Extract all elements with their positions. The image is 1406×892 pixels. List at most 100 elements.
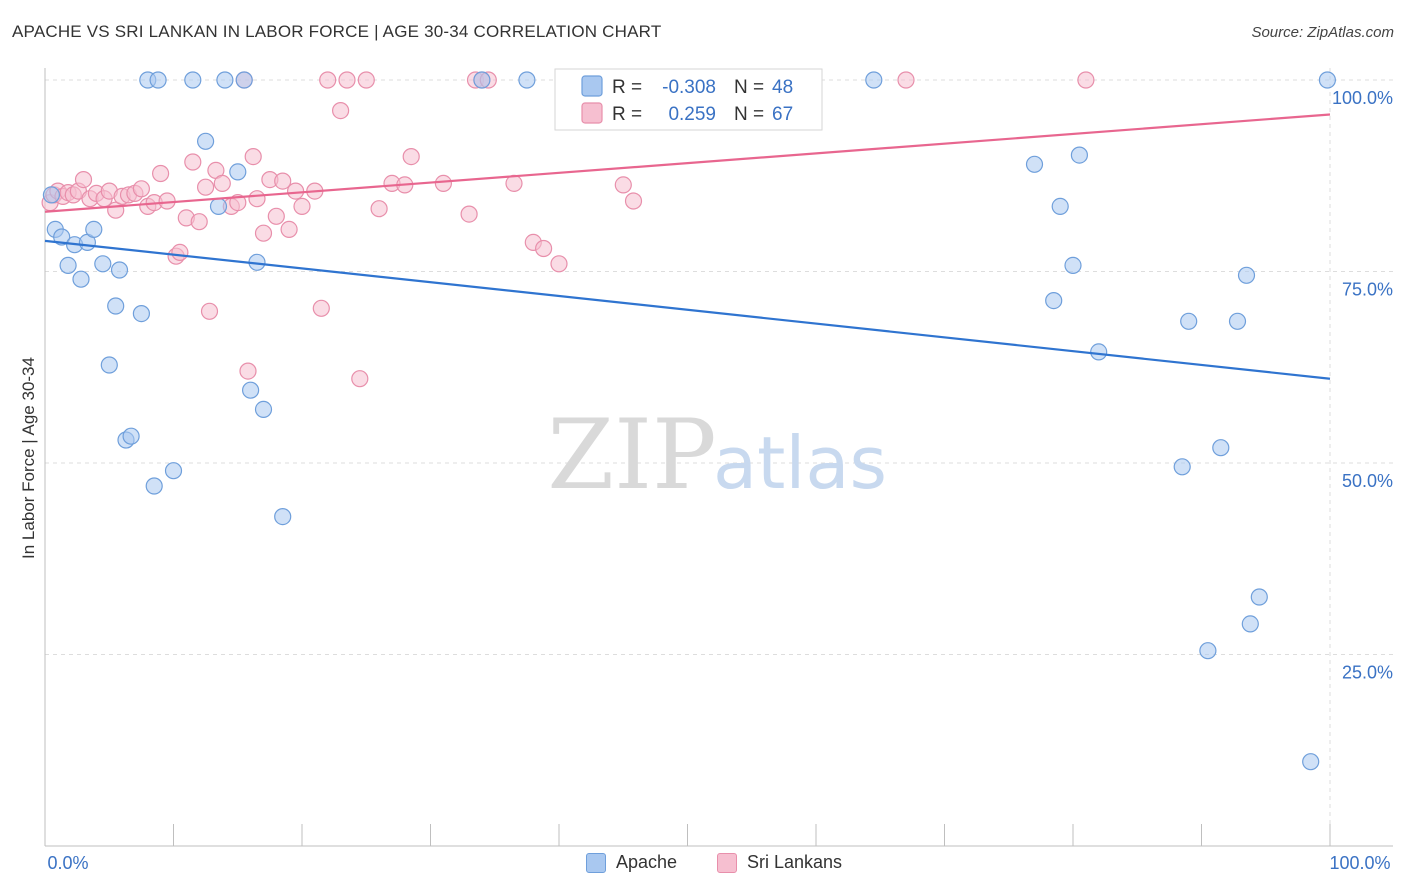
apache-point <box>1051 197 1069 215</box>
sri-lankans-point <box>274 172 292 190</box>
series-apache-points <box>42 71 1337 771</box>
sri-lankans-point <box>338 71 356 89</box>
apache-point <box>1173 458 1191 476</box>
apache-point <box>473 71 491 89</box>
sri-lankans-point <box>244 148 262 166</box>
sri-lankans-point <box>254 224 273 242</box>
trend-lines <box>44 113 1331 380</box>
sri-lankans-point <box>624 192 643 210</box>
sri-lankans-point <box>332 101 350 120</box>
trend-line-apache <box>44 239 1331 380</box>
chart-title: APACHE VS SRI LANKAN IN LABOR FORCE | AG… <box>12 22 662 41</box>
apache-point <box>1064 256 1082 274</box>
sri-lankans-point <box>534 239 553 258</box>
sri-lankans-point <box>370 200 388 218</box>
sri-lankans-point <box>213 174 231 192</box>
sri-lankans-point <box>460 205 478 223</box>
watermark-zip: ZIP <box>547 399 716 511</box>
legend-swatch-sri-lankans <box>581 102 603 124</box>
apache-point <box>1070 146 1089 164</box>
sri-lankans-point <box>190 213 208 231</box>
apache-point <box>1228 312 1247 330</box>
apache-point <box>72 270 90 288</box>
watermark-atlas: atlas <box>713 421 887 505</box>
sri-lankans-point <box>267 207 285 225</box>
legend-n-label: N = <box>734 104 764 125</box>
legend-item-apache[interactable]: Apache <box>586 852 677 873</box>
apache-point <box>1199 642 1217 660</box>
sri-lankans-point <box>402 148 420 166</box>
apache-point <box>1090 343 1108 361</box>
sri-lankans-point <box>293 197 311 215</box>
apache-point <box>85 220 103 238</box>
apache-point <box>1241 615 1259 633</box>
apache-point <box>184 71 202 89</box>
legend-label-apache: Apache <box>616 852 678 872</box>
apache-point <box>242 381 260 399</box>
apache-point <box>216 71 234 89</box>
sri-lankans-point <box>132 180 150 198</box>
y-tick-label: 25.0% <box>1342 663 1393 683</box>
apache-point <box>1318 71 1337 89</box>
x-tick-label-min: 0.0% <box>47 853 88 873</box>
sri-lankans-point <box>897 71 915 89</box>
legend-item-sri-lankans[interactable]: Sri Lankans <box>717 852 842 873</box>
source-label: Source: ZipAtlas.com <box>1251 24 1394 41</box>
sri-lankans-point <box>614 176 632 194</box>
y-axis-label: In Labor Force | Age 30-34 <box>19 357 38 559</box>
legend-swatch-apache <box>581 75 603 97</box>
sri-lankans-point <box>280 220 298 238</box>
apache-point <box>197 132 215 150</box>
series-sri-lankans-points <box>41 71 1095 388</box>
y-tick-label: 100.0% <box>1332 88 1393 108</box>
y-tick-labels: 25.0% 50.0% 75.0% 100.0% <box>1332 88 1393 683</box>
sri-lankans-point <box>351 370 369 388</box>
sri-lankans-point <box>197 178 215 196</box>
sri-lankans-point <box>152 164 170 183</box>
correlation-legend: R = -0.308 N = 48 R = 0.259 N = 67 <box>554 68 823 131</box>
sri-lankans-point <box>239 362 257 380</box>
sri-lankans-point <box>200 302 219 320</box>
apache-point <box>1237 266 1256 284</box>
sri-lankans-point <box>74 171 93 189</box>
apache-point <box>53 228 71 246</box>
apache-point <box>164 462 183 480</box>
trend-line-sri-lankans <box>44 113 1331 213</box>
gridlines <box>45 68 1393 846</box>
apache-point <box>59 256 77 274</box>
legend-r-label: R = <box>612 104 642 125</box>
sri-lankans-point <box>287 182 305 200</box>
legend-n-value: 48 <box>772 77 793 98</box>
apache-point <box>235 71 253 89</box>
x-tick-label-max: 100.0% <box>1329 853 1390 873</box>
legend-r-value: 0.259 <box>668 104 716 125</box>
sri-lankans-point <box>357 71 375 89</box>
sri-lankans-point <box>184 153 202 171</box>
legend-n-label: N = <box>734 77 764 98</box>
y-tick-label: 75.0% <box>1342 280 1393 300</box>
apache-point <box>209 197 228 215</box>
axes <box>44 68 1393 847</box>
legend-r-label: R = <box>612 77 642 98</box>
apache-point <box>110 261 129 279</box>
sri-lankans-point <box>319 71 337 89</box>
apache-point <box>274 507 292 526</box>
sri-lankans-point <box>312 299 330 317</box>
apache-point <box>1212 439 1230 457</box>
legend-swatch-apache <box>586 852 606 873</box>
apache-point <box>254 400 273 418</box>
apache-point <box>132 305 150 323</box>
apache-point <box>1025 155 1044 173</box>
sri-lankans-point <box>550 255 568 273</box>
legend-label-sri-lankans: Sri Lankans <box>747 852 843 872</box>
sri-lankans-point <box>505 174 523 192</box>
apache-point <box>518 71 536 89</box>
apache-point <box>107 297 125 315</box>
apache-point <box>42 186 61 204</box>
watermark: ZIP atlas <box>547 399 887 511</box>
sri-lankans-point <box>171 243 189 261</box>
apache-point <box>94 255 112 273</box>
sri-lankans-point <box>434 174 452 192</box>
sri-lankans-point <box>229 194 247 212</box>
